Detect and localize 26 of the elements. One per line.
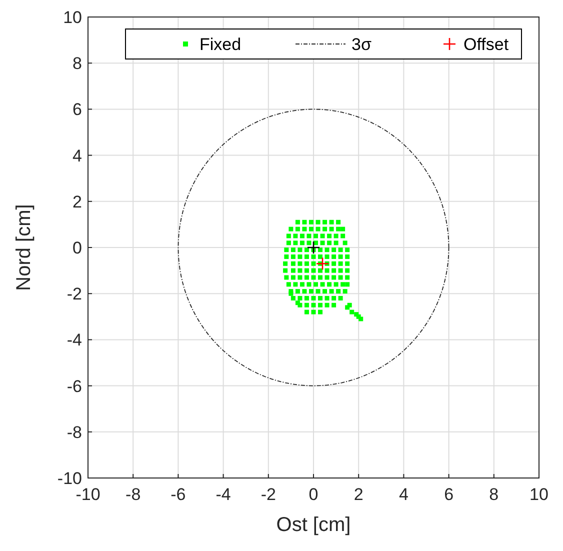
y-tick-label: 2 — [72, 192, 82, 212]
y-tick-label: -6 — [66, 376, 82, 396]
y-tick-label: -2 — [66, 284, 82, 304]
x-axis-title: Ost [cm] — [276, 514, 351, 536]
y-tick-label: 4 — [72, 146, 82, 166]
x-tick-label: -6 — [170, 485, 186, 504]
y-tick-label: 8 — [72, 54, 82, 74]
x-tick-label: -4 — [216, 485, 231, 504]
annotation: 3σ — [352, 35, 372, 54]
x-tick-label: 4 — [398, 485, 408, 504]
y-axis-title: Nord [cm] — [13, 204, 35, 291]
legend-label: Offset — [464, 35, 509, 54]
y-tick-label: 0 — [72, 238, 82, 258]
y-tick-label: -4 — [66, 330, 82, 350]
y-tick-label: -8 — [66, 422, 82, 442]
y-tick-label: 6 — [72, 100, 82, 120]
x-tick-label: 8 — [489, 485, 499, 504]
x-tick-label: -2 — [260, 485, 276, 504]
x-tick-label: 2 — [354, 485, 364, 504]
y-tick-label: -10 — [57, 469, 82, 488]
x-tick-label: -8 — [126, 485, 141, 504]
legend-label: Fixed — [200, 35, 242, 54]
x-tick-label: 6 — [444, 485, 454, 504]
x-tick-label: 0 — [308, 485, 318, 504]
y-tick-label: 10 — [63, 8, 82, 27]
x-tick-label: 10 — [530, 485, 548, 504]
